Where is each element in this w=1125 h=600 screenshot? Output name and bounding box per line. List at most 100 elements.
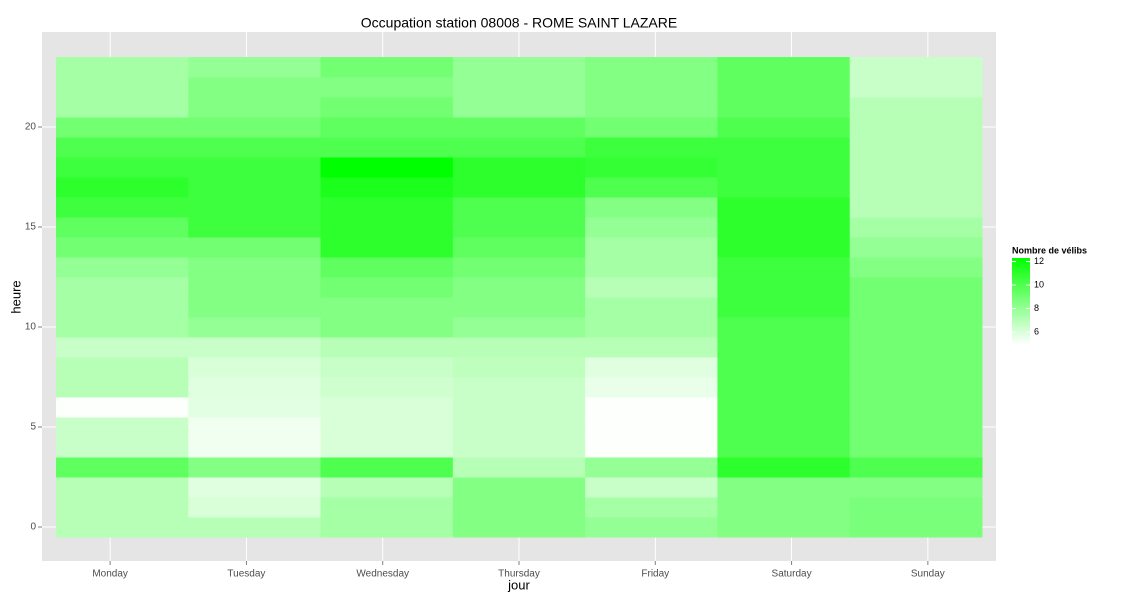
heatmap-cell — [320, 477, 454, 498]
heatmap-cell — [585, 117, 718, 138]
heatmap-cell — [320, 317, 454, 338]
heatmap-cell — [56, 157, 189, 178]
heatmap-cell — [188, 437, 322, 458]
heatmap-cell — [188, 417, 322, 438]
chart-title: Occupation station 08008 - ROME SAINT LA… — [361, 15, 677, 31]
heatmap-cell — [452, 477, 586, 498]
heatmap-cell — [452, 117, 586, 138]
heatmap-cell — [452, 197, 586, 218]
heatmap-cell — [452, 177, 586, 198]
heatmap-cell — [717, 57, 851, 78]
heatmap-cell — [849, 237, 983, 258]
heatmap-cell — [320, 437, 454, 458]
heatmap-cell — [452, 337, 586, 358]
heatmap-cell — [585, 477, 718, 498]
heatmap-cell — [717, 457, 851, 478]
heatmap-cell — [320, 377, 454, 398]
heatmap-cell — [188, 317, 322, 338]
heatmap-cell — [717, 317, 851, 338]
heatmap-cell — [452, 397, 586, 418]
heatmap-cell — [585, 517, 718, 538]
heatmap-cell — [320, 177, 454, 198]
heatmap-cell — [585, 77, 718, 98]
heatmap-cell — [188, 137, 322, 158]
heatmap-cell — [452, 277, 586, 298]
heatmap-cell — [849, 197, 983, 218]
heatmap-cell — [717, 277, 851, 298]
heatmap-cell — [320, 197, 454, 218]
heatmap-cell — [452, 457, 586, 478]
heatmap-cell — [717, 497, 851, 518]
heatmap-cell — [188, 477, 322, 498]
heatmap-cell — [320, 117, 454, 138]
heatmap-cell — [320, 297, 454, 318]
heatmap-cell — [849, 57, 983, 78]
heatmap-cell — [849, 177, 983, 198]
heatmap-cell — [452, 417, 586, 438]
heatmap-cell — [849, 357, 983, 378]
heatmap-cell — [188, 397, 322, 418]
heatmap-cell — [717, 117, 851, 138]
heatmap-cell — [452, 497, 586, 518]
heatmap-cell — [188, 357, 322, 378]
heatmap-cell — [849, 77, 983, 98]
heatmap-cell — [188, 337, 322, 358]
heatmap-cell — [849, 457, 983, 478]
heatmap-cell — [56, 417, 189, 438]
heatmap-cell — [56, 517, 189, 538]
heatmap-cell — [452, 217, 586, 238]
heatmap-cell — [585, 457, 718, 478]
heatmap-cell — [56, 177, 189, 198]
heatmap-cell — [56, 477, 189, 498]
x-tick-label: Thursday — [498, 569, 540, 580]
heatmap-cell — [585, 437, 718, 458]
heatmap-cell — [320, 77, 454, 98]
heatmap-cell — [849, 397, 983, 418]
heatmap-cell — [56, 237, 189, 258]
heatmap-cell — [849, 137, 983, 158]
heatmap-cell — [452, 57, 586, 78]
y-tick-label: 20 — [25, 122, 37, 133]
x-tick-label: Monday — [92, 569, 128, 580]
heatmap-cell — [585, 177, 718, 198]
heatmap-cell — [849, 257, 983, 278]
heatmap-cell — [452, 317, 586, 338]
heatmap-cell — [849, 377, 983, 398]
colorbar — [1012, 258, 1030, 345]
heatmap-cell — [585, 357, 718, 378]
heatmap-cell — [849, 157, 983, 178]
heatmap-cell — [585, 97, 718, 118]
heatmap-cell — [585, 237, 718, 258]
x-tick-label: Sunday — [911, 569, 945, 580]
heatmap-cell — [849, 217, 983, 238]
heatmap-cell — [56, 257, 189, 278]
heatmap-cell — [717, 417, 851, 438]
heatmap-cell — [585, 57, 718, 78]
heatmap-cell — [849, 497, 983, 518]
heatmap-cell — [717, 377, 851, 398]
heatmap-cell — [320, 257, 454, 278]
legend-tick-label: 6 — [1034, 326, 1039, 336]
heatmap-cell — [452, 137, 586, 158]
heatmap-cell — [717, 197, 851, 218]
heatmap-cell — [452, 377, 586, 398]
heatmap-cell — [320, 397, 454, 418]
heatmap-cell — [585, 257, 718, 278]
heatmap-cell — [188, 237, 322, 258]
legend-tick-label: 12 — [1034, 256, 1044, 266]
heatmap-cell — [717, 397, 851, 418]
heatmap-cell — [188, 77, 322, 98]
heatmap-cell — [56, 337, 189, 358]
heatmap-cell — [717, 217, 851, 238]
heatmap-cell — [56, 117, 189, 138]
heatmap-cell — [56, 357, 189, 378]
heatmap-cell — [452, 237, 586, 258]
heatmap-cell — [188, 177, 322, 198]
heatmap-cell — [585, 277, 718, 298]
heatmap-cell — [56, 197, 189, 218]
heatmap-cell — [849, 117, 983, 138]
heatmap-cell — [585, 317, 718, 338]
y-tick-label: 5 — [30, 422, 36, 433]
x-axis-title: jour — [507, 577, 530, 592]
heatmap-cell — [56, 457, 189, 478]
